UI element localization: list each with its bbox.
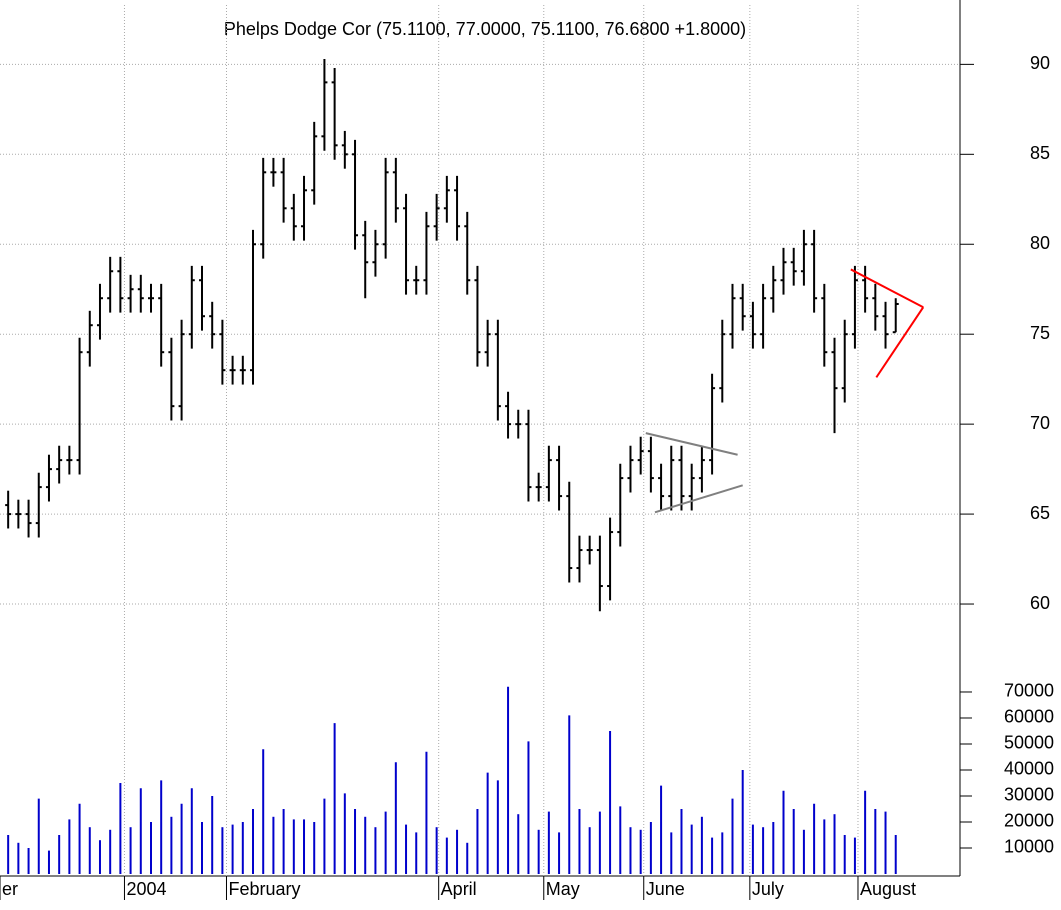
x-tick-label: er: [2, 879, 18, 899]
y-tick-label: 60: [1030, 593, 1050, 613]
y2-tick-label: 60000: [1004, 707, 1054, 727]
trendline: [645, 432, 738, 456]
x-tick-label: April: [441, 879, 477, 899]
trendline: [654, 484, 743, 514]
x-tick-label: July: [752, 879, 784, 899]
y-tick-label: 90: [1030, 53, 1050, 73]
y2-tick-label: 20000: [1004, 811, 1054, 831]
y2-tick-label: 40000: [1004, 759, 1054, 779]
y-tick-label: 70: [1030, 413, 1050, 433]
x-tick-label: May: [546, 879, 580, 899]
chart-title: Phelps Dodge Cor (75.1100, 77.0000, 75.1…: [224, 19, 746, 39]
trendline: [850, 268, 924, 309]
y2-tick-label: 30000: [1004, 785, 1054, 805]
y2-tick-label: 50000: [1004, 733, 1054, 753]
x-tick-label: February: [228, 879, 300, 899]
y-tick-label: 65: [1030, 503, 1050, 523]
x-tick-label: August: [860, 879, 916, 899]
trendline: [875, 306, 925, 378]
x-tick-label: June: [646, 879, 685, 899]
y2-tick-label: 10000: [1004, 837, 1054, 857]
y-tick-label: 75: [1030, 323, 1050, 343]
y-tick-label: 85: [1030, 143, 1050, 163]
y2-tick-label: 70000: [1004, 681, 1054, 701]
x-tick-label: 2004: [126, 879, 166, 899]
y-tick-label: 80: [1030, 233, 1050, 253]
